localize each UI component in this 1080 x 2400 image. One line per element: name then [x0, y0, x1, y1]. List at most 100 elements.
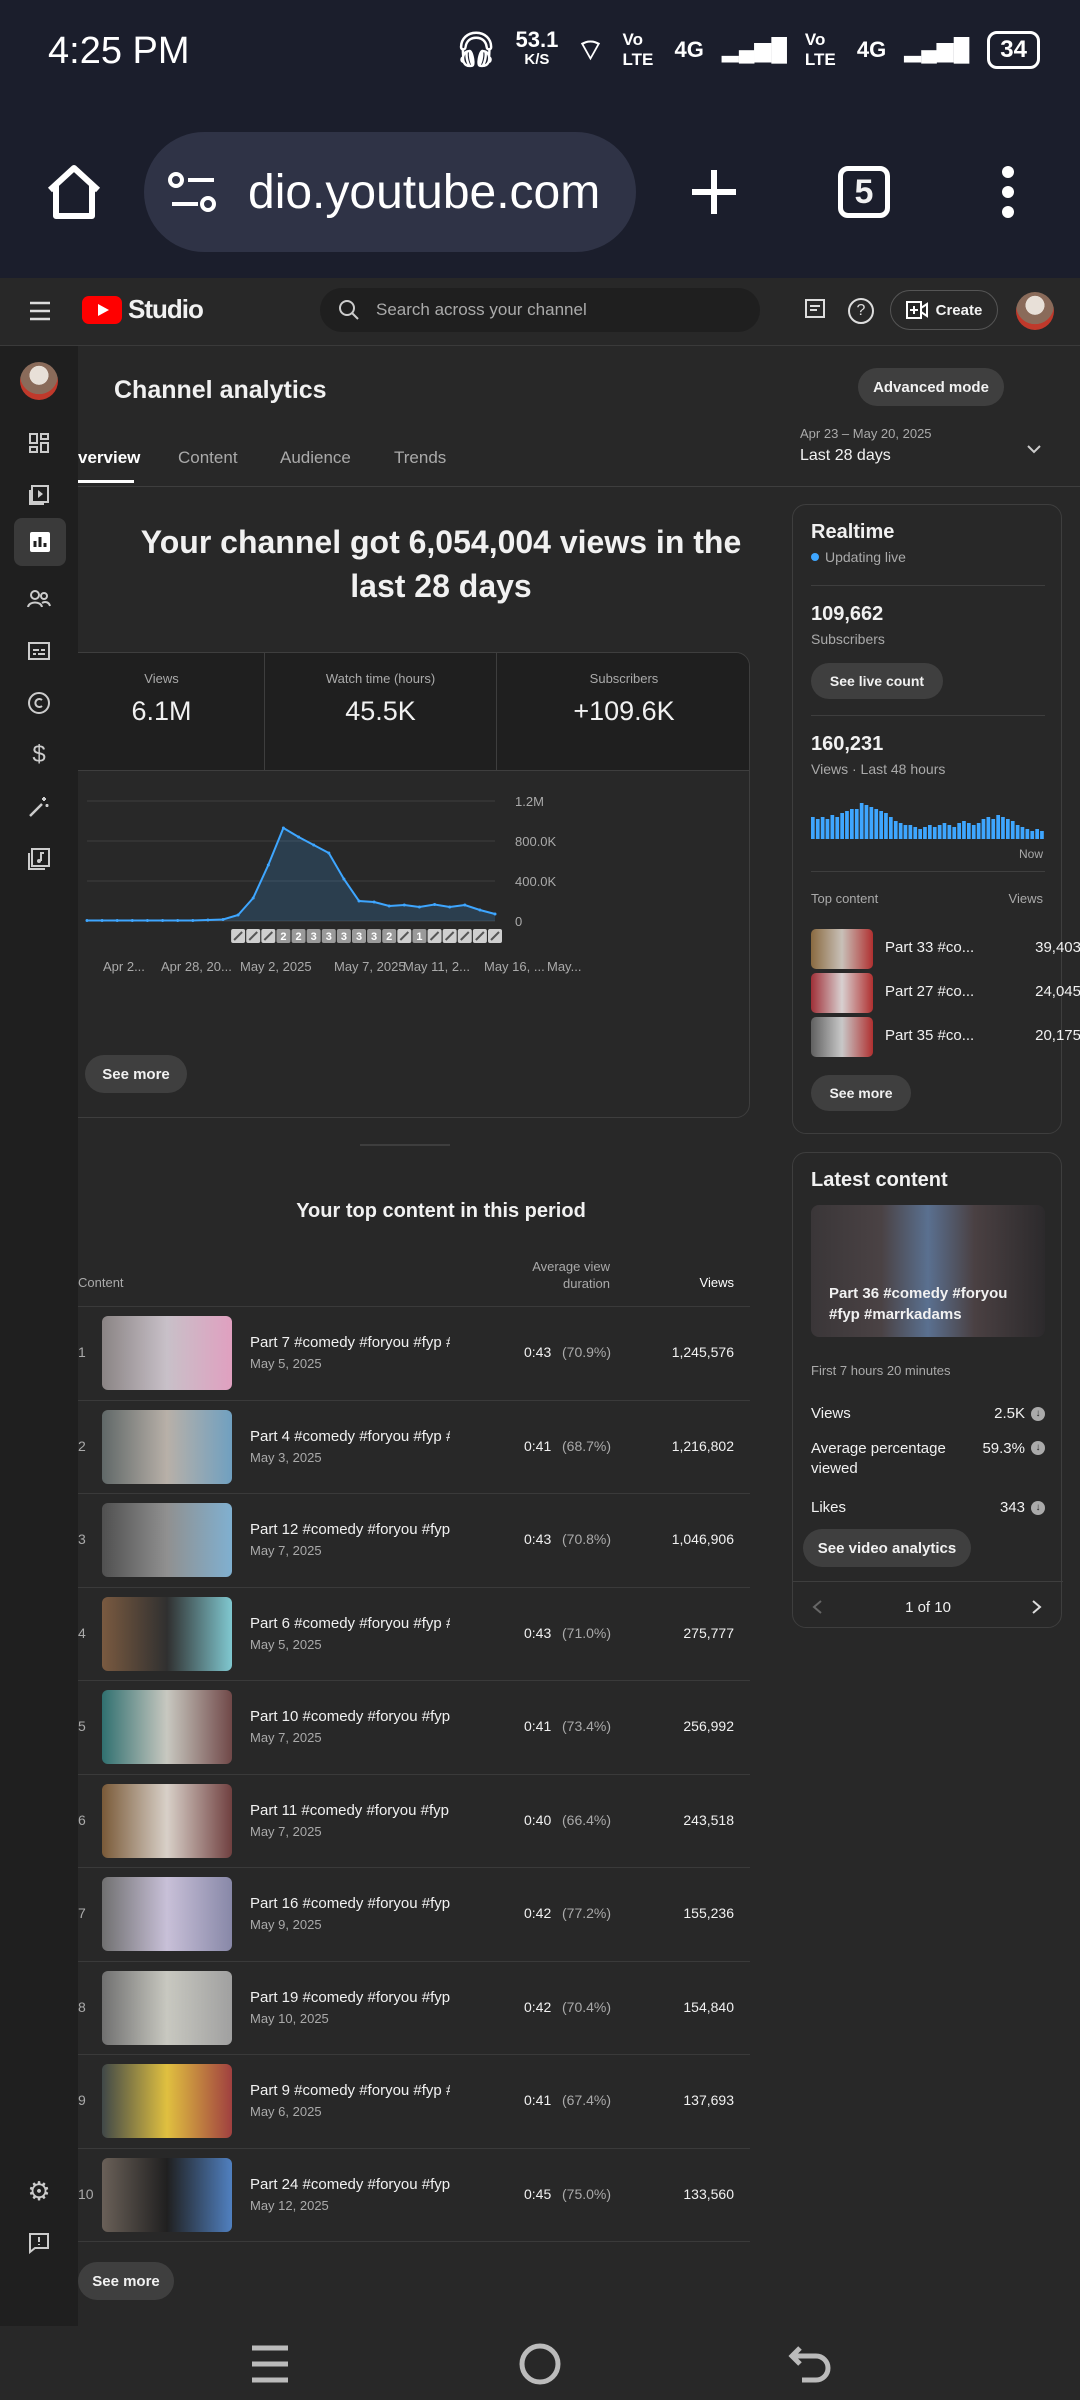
see-video-analytics-button[interactable]: See video analytics [803, 1529, 971, 1567]
publish-count-marker[interactable]: 1 [412, 929, 427, 943]
realtime-bar[interactable] [854, 809, 859, 839]
data-point[interactable] [176, 919, 180, 922]
latest-video-thumbnail[interactable]: Part 36 #comedy #foryou #fyp #marrkadams [811, 1205, 1045, 1337]
realtime-bar[interactable] [976, 823, 981, 839]
realtime-bar[interactable] [1001, 817, 1005, 839]
video-thumbnail[interactable] [102, 1690, 232, 1764]
video-title[interactable]: Part 7 #comedy #foryou #fyp #mar... [250, 1334, 450, 1351]
data-point[interactable] [115, 919, 119, 922]
table-row[interactable]: 4 Part 6 #comedy #foryou #fyp #mar... May … [78, 1586, 750, 1680]
metric-views[interactable]: Views 6.1M [78, 653, 265, 771]
realtime-bar[interactable] [811, 817, 815, 839]
table-row[interactable]: 3 Part 12 #comedy #foryou #fyp #ma... May … [78, 1493, 750, 1586]
menu-button[interactable] [28, 300, 52, 322]
table-row[interactable]: 8 Part 19 #comedy #foryou #fyp #ma... May … [78, 1960, 750, 2054]
realtime-bar[interactable] [928, 825, 932, 839]
site-settings-icon[interactable] [168, 172, 218, 212]
realtime-bar[interactable] [874, 809, 879, 839]
realtime-bar[interactable] [986, 817, 991, 839]
advanced-mode-button[interactable]: Advanced mode [858, 368, 1004, 406]
publish-count-marker[interactable]: 3 [352, 929, 366, 943]
help-button[interactable]: ? [848, 298, 874, 324]
data-point[interactable] [433, 903, 437, 906]
realtime-bar[interactable] [1010, 821, 1015, 839]
data-point[interactable] [417, 905, 421, 909]
video-thumbnail[interactable] [102, 2157, 232, 2232]
realtime-bar[interactable] [903, 825, 908, 839]
metric-watch-time[interactable]: Watch time (hours) 45.5K [265, 653, 497, 771]
realtime-top-item[interactable]: Part 35 #co... 20,175 [811, 1017, 1080, 1057]
publish-icon-marker[interactable] [457, 929, 472, 943]
publish-icon-marker[interactable] [397, 929, 412, 943]
top-content-see-more-button[interactable]: See more [78, 2262, 174, 2300]
realtime-bar[interactable] [1030, 831, 1035, 839]
data-point[interactable] [266, 863, 270, 867]
previous-button[interactable] [811, 1599, 823, 1615]
table-row[interactable]: 5 Part 10 #comedy #foryou #fyp #ma... May … [78, 1680, 750, 1773]
publish-count-marker[interactable]: 3 [367, 929, 382, 943]
nav-dashboard[interactable] [18, 422, 60, 464]
create-button[interactable]: Create [890, 290, 998, 330]
table-row[interactable]: 7 Part 16 #comedy #foryou #fyp #ma... May … [78, 1867, 750, 1960]
video-title[interactable]: Part 12 #comedy #foryou #fyp #ma... [250, 1521, 450, 1538]
data-point[interactable] [145, 919, 149, 922]
publish-icon-marker[interactable] [442, 929, 457, 943]
video-title[interactable]: Part 6 #comedy #foryou #fyp #mar... [250, 1614, 450, 1632]
publish-icon-marker[interactable] [472, 929, 487, 943]
table-row[interactable]: 1 Part 7 #comedy #foryou #fyp #mar... May … [78, 1306, 750, 1399]
publish-icon-marker[interactable] [231, 929, 246, 943]
data-point[interactable] [372, 900, 376, 904]
realtime-bar[interactable] [996, 815, 1000, 839]
studio-logo[interactable]: Studio [82, 294, 204, 325]
publish-count-marker[interactable]: 3 [336, 929, 351, 943]
metric-subscribers[interactable]: Subscribers +109.6K [497, 653, 749, 771]
data-point[interactable] [342, 877, 346, 881]
nav-content[interactable] [18, 474, 60, 516]
nav-copyright[interactable] [18, 682, 60, 724]
realtime-bar[interactable] [898, 823, 903, 839]
realtime-bar[interactable] [835, 817, 840, 839]
data-point[interactable] [206, 918, 210, 922]
video-thumbnail[interactable] [102, 1503, 232, 1577]
realtime-bar[interactable] [864, 805, 869, 839]
realtime-bar[interactable] [859, 803, 864, 839]
search-input[interactable]: Search across your channel [320, 288, 760, 332]
video-title[interactable]: Part 24 #comedy #foryou #fyp #ma... [250, 2175, 450, 2193]
data-point[interactable] [236, 913, 240, 917]
realtime-bar[interactable] [932, 827, 937, 839]
feedback-button[interactable] [804, 298, 826, 322]
data-point[interactable] [251, 896, 255, 900]
browser-menu-button[interactable] [996, 164, 1020, 220]
realtime-bar[interactable] [879, 811, 883, 839]
data-point[interactable] [281, 826, 285, 830]
realtime-bar[interactable] [908, 825, 913, 839]
nav-analytics[interactable] [14, 518, 66, 566]
realtime-bar[interactable] [947, 825, 952, 839]
back-button[interactable] [788, 2344, 832, 2384]
table-row[interactable]: 6 Part 11 #comedy #foryou #fyp #ma... May … [78, 1773, 750, 1867]
data-point[interactable] [161, 919, 165, 922]
video-title[interactable]: Part 19 #comedy #foryou #fyp #ma... [250, 1988, 450, 2006]
realtime-see-more-button[interactable]: See more [811, 1075, 911, 1111]
video-thumbnail[interactable] [102, 1316, 232, 1390]
realtime-bar[interactable] [830, 815, 835, 839]
realtime-bar[interactable] [820, 817, 825, 839]
data-point[interactable] [100, 919, 104, 922]
realtime-bar[interactable] [967, 823, 971, 839]
realtime-bar[interactable] [991, 819, 996, 839]
video-thumbnail[interactable] [102, 1970, 232, 2045]
tab-switcher-button[interactable]: 5 [838, 166, 890, 218]
col-views[interactable]: Views [699, 1275, 734, 1290]
realtime-bar[interactable] [913, 827, 918, 839]
video-title[interactable]: Part 4 #comedy #foryou #fyp #mar... [250, 1427, 450, 1445]
publish-icon-marker[interactable] [261, 929, 276, 943]
data-point[interactable] [387, 904, 391, 908]
nav-audio-library[interactable] [18, 838, 60, 880]
realtime-top-item[interactable]: Part 33 #co... 39,403 [811, 929, 1080, 969]
realtime-bar[interactable] [923, 827, 927, 839]
publish-count-marker[interactable]: 2 [382, 929, 397, 943]
tab-audience[interactable]: Audience [280, 448, 351, 467]
realtime-bar[interactable] [1035, 829, 1039, 839]
new-tab-button[interactable] [688, 166, 740, 218]
next-button[interactable] [1031, 1599, 1043, 1615]
